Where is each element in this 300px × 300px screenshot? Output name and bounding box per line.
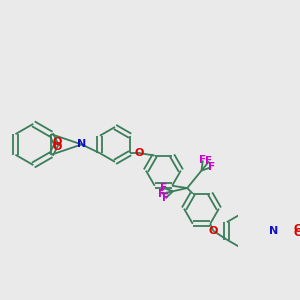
Text: F: F	[162, 194, 169, 203]
Text: O: O	[135, 148, 144, 158]
Text: O: O	[293, 224, 300, 233]
Text: O: O	[53, 142, 62, 152]
Text: F: F	[160, 183, 167, 193]
Text: O: O	[53, 137, 62, 147]
Text: F: F	[158, 189, 165, 199]
Text: F: F	[208, 162, 215, 172]
Text: F: F	[199, 155, 206, 165]
Text: O: O	[209, 226, 218, 236]
Text: N: N	[77, 140, 86, 149]
Text: O: O	[293, 228, 300, 238]
Text: F: F	[206, 156, 213, 167]
Text: N: N	[269, 226, 278, 236]
